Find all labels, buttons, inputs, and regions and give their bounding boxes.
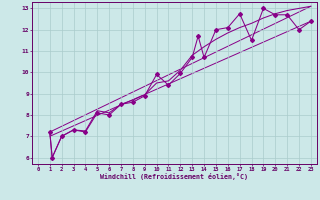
X-axis label: Windchill (Refroidissement éolien,°C): Windchill (Refroidissement éolien,°C) [100, 173, 248, 180]
